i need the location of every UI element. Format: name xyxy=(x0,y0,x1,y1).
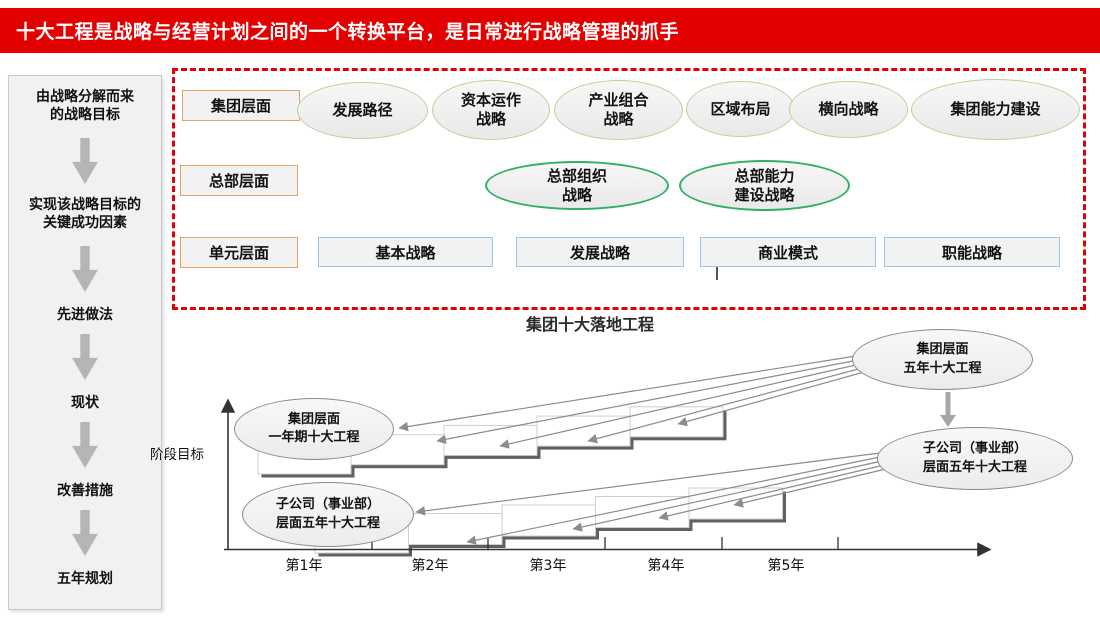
down-arrow-icon xyxy=(72,246,98,292)
fan-arrows-group xyxy=(398,355,865,449)
flow-step-current-state: 现状 xyxy=(71,395,99,411)
down-arrow-icon xyxy=(72,138,98,184)
page-title: 十大工程是战略与经营计划之间的一个转换平台，是日常进行战略管理的抓手 xyxy=(16,21,680,43)
strategy-rect-basic: 基本战略 xyxy=(318,237,493,267)
flow-step-strategy-goals: 由战略分解而来 的战略目标 xyxy=(36,89,134,124)
level-label-unit: 单元层面 xyxy=(180,237,298,268)
strategy-matrix-box xyxy=(172,68,1086,310)
section-title: 集团十大落地工程 xyxy=(525,315,654,334)
x-tick-year5: 第5年 xyxy=(767,558,805,574)
strategy-ellipse-horizontal: 横向战略 xyxy=(789,81,908,138)
x-tick-year1: 第1年 xyxy=(285,558,323,574)
callout-group-one-year: 集团层面 一年期十大工程 xyxy=(234,398,394,460)
x-tick-year4: 第4年 xyxy=(647,558,685,574)
y-axis-label: 阶段目标 xyxy=(150,447,204,463)
x-tick-year3: 第3年 xyxy=(529,558,567,574)
strategy-ellipse-hq-capability: 总部能力 建设战略 xyxy=(679,160,850,211)
callout-group-five-year: 集团层面 五年十大工程 xyxy=(852,329,1033,390)
strategy-ellipse-group-capability: 集团能力建设 xyxy=(911,79,1080,140)
flow-step-key-success-factors: 实现该战略目标的 关键成功因素 xyxy=(29,197,141,232)
strategy-flow-sidebar: 由战略分解而来 的战略目标 实现该战略目标的 关键成功因素 先进做法 现状 改善… xyxy=(8,75,162,610)
strategy-rect-business-model: 商业模式 xyxy=(700,237,876,267)
x-axis xyxy=(224,537,992,557)
flow-step-five-year-plan: 五年规划 xyxy=(57,571,113,587)
group-to-subsidiary-arrow xyxy=(940,392,956,427)
callout-subsidiary-five-year-left: 子公司（事业部） 层面五年十大工程 xyxy=(242,482,414,547)
strategy-ellipse-development-path: 发展路径 xyxy=(297,82,428,139)
connector-tick xyxy=(716,267,718,280)
title-banner: 十大工程是战略与经营计划之间的一个转换平台，是日常进行战略管理的抓手 xyxy=(0,8,1100,53)
callout-subsidiary-five-year-right: 子公司（事业部） 层面五年十大工程 xyxy=(877,427,1073,490)
strategy-ellipse-hq-organization: 总部组织 战略 xyxy=(485,161,669,210)
strategy-ellipse-capital-operation: 资本运作 战略 xyxy=(432,80,550,140)
fan-arrows-subsidiary xyxy=(415,452,887,545)
level-label-headquarters: 总部层面 xyxy=(180,165,298,196)
flow-step-improvements: 改善措施 xyxy=(57,483,113,499)
x-axis-ticks xyxy=(371,537,839,550)
strategy-rect-development: 发展战略 xyxy=(516,237,684,267)
strategy-ellipse-regional-layout: 区域布局 xyxy=(686,81,795,137)
flow-step-best-practice: 先进做法 xyxy=(57,307,113,323)
x-tick-year2: 第2年 xyxy=(411,558,449,574)
strategy-ellipse-portfolio: 产业组合 战略 xyxy=(554,80,683,140)
strategy-rect-functional: 职能战略 xyxy=(884,237,1060,267)
level-label-group: 集团层面 xyxy=(182,90,300,121)
